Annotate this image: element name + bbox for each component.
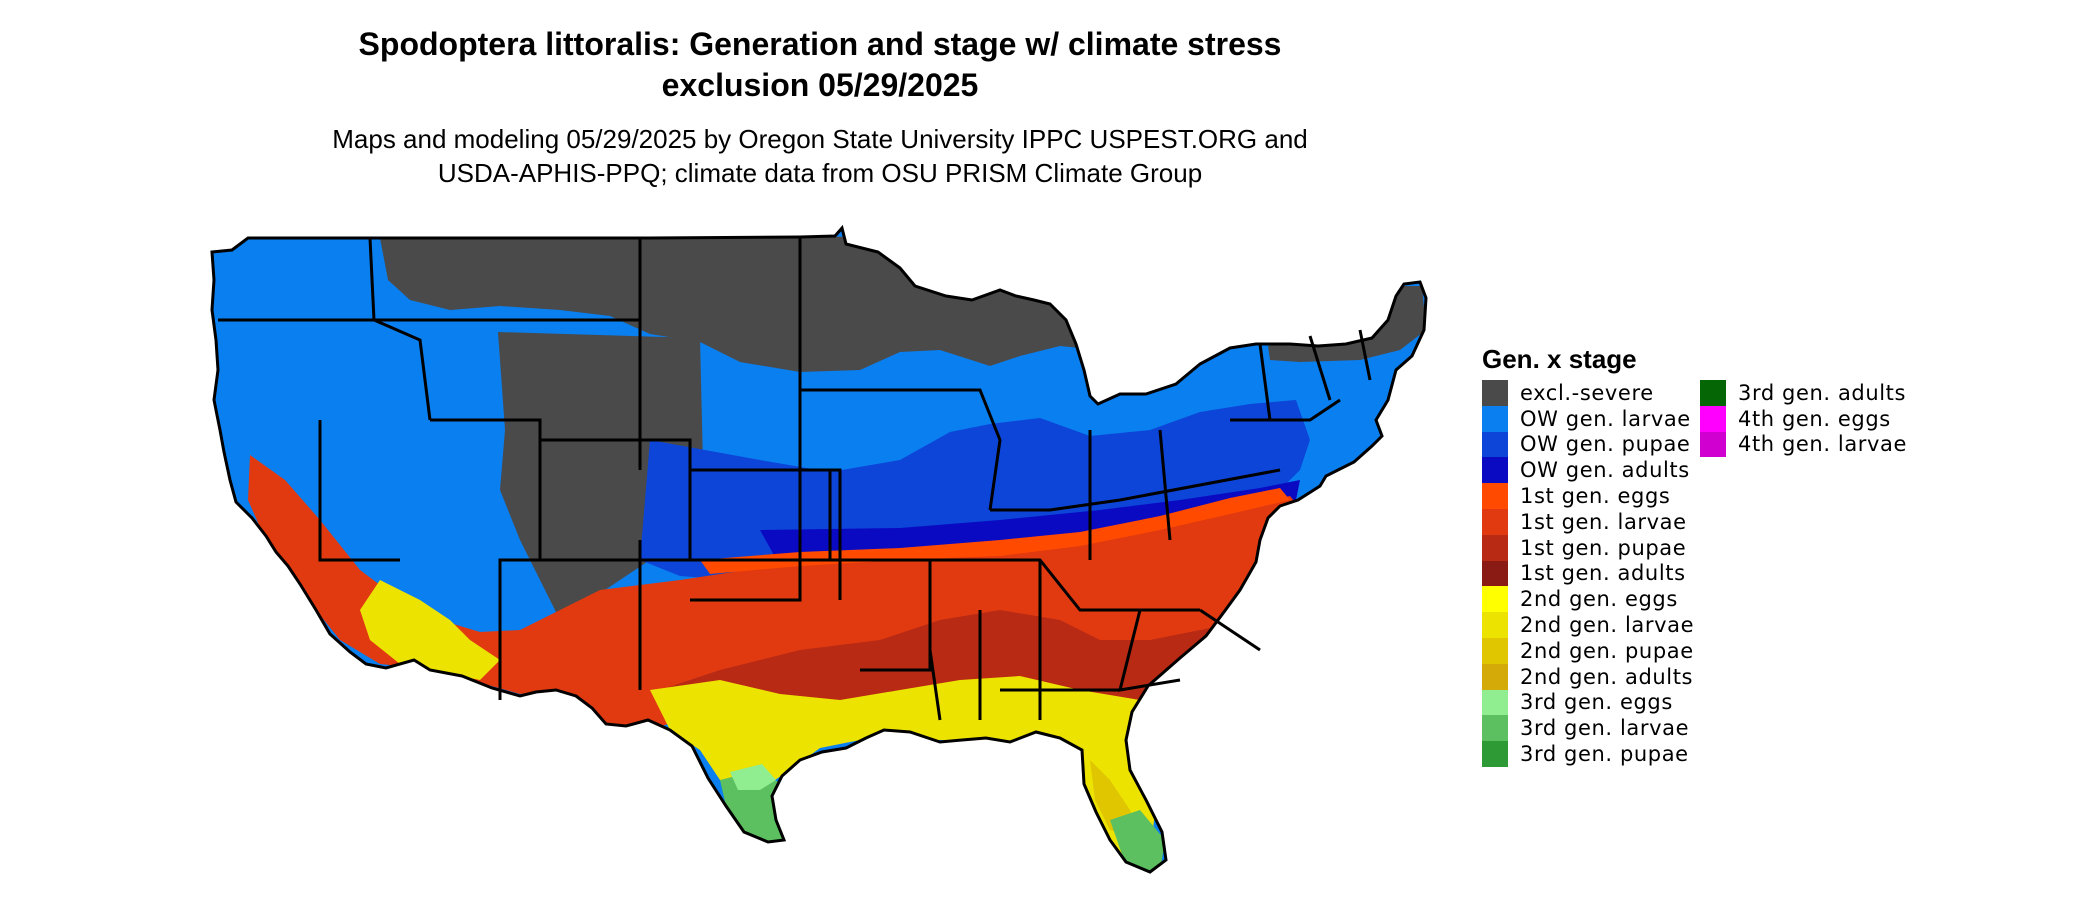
title-line-2: exclusion 05/29/2025: [661, 67, 979, 103]
legend-swatch: [1482, 663, 1508, 690]
legend-item: OW gen. larvae: [1482, 405, 1694, 432]
legend-title: Gen. x stage: [1482, 344, 1637, 374]
legend-label: 1st gen. eggs: [1520, 484, 1671, 509]
legend-swatch: [1482, 405, 1508, 432]
legend-item: OW gen. pupae: [1482, 431, 1694, 458]
legend-item: 2nd gen. adults: [1482, 663, 1694, 690]
legend-item: 2nd gen. eggs: [1482, 586, 1694, 613]
legend-item: 4th gen. eggs: [1700, 405, 1907, 432]
legend-label: 3rd gen. adults: [1738, 380, 1907, 405]
legend-label: OW gen. pupae: [1520, 432, 1691, 457]
region-ow-adults: [760, 480, 1300, 566]
legend-item: excl.-severe: [1482, 380, 1694, 406]
region-4th-gen-eggs: [1124, 872, 1138, 876]
legend-item: OW gen. adults: [1482, 457, 1694, 484]
legend-label: 3rd gen. eggs: [1520, 690, 1673, 715]
legend-swatch: [1482, 380, 1508, 406]
region-3rd-gen-eggs: [730, 764, 776, 790]
region-1st-gen-pupae: [660, 600, 1280, 722]
us-stage-map: [210, 226, 1428, 876]
title-line-1: Spodoptera littoralis: Generation and st…: [358, 26, 1282, 62]
legend-swatch: [1482, 508, 1508, 535]
legend-item: 3rd gen. pupae: [1482, 741, 1694, 767]
legend-swatch: [1482, 431, 1508, 458]
legend-label: 1st gen. pupae: [1520, 535, 1687, 560]
legend-swatch: [1700, 405, 1726, 432]
legend-item: 1st gen. larvae: [1482, 508, 1694, 535]
region-2nd-gen-larvae-west: [360, 580, 500, 680]
map-title: Spodoptera littoralis: Generation and st…: [0, 24, 1640, 106]
legend-item: 2nd gen. larvae: [1482, 612, 1694, 638]
legend-item: 2nd gen. pupae: [1482, 637, 1694, 664]
map-subtitle: Maps and modeling 05/29/2025 by Oregon S…: [0, 122, 1640, 190]
legend-label: 4th gen. larvae: [1738, 432, 1908, 457]
legend-item: 3rd gen. adults: [1700, 380, 1907, 406]
legend-label: 4th gen. eggs: [1738, 406, 1891, 431]
legend-label: 1st gen. larvae: [1520, 509, 1687, 534]
legend-swatch: [1482, 457, 1508, 484]
legend-swatch: [1482, 586, 1508, 613]
region-3rd-gen-larvae-texas: [720, 770, 790, 850]
region-2nd-gen-larvae: [650, 676, 1160, 860]
legend-label: 3rd gen. larvae: [1520, 716, 1690, 741]
legend-item: 3rd gen. larvae: [1482, 715, 1694, 742]
legend-label: 2nd gen. adults: [1520, 664, 1694, 689]
state-borders: [210, 226, 1428, 874]
legend-label: OW gen. larvae: [1520, 406, 1691, 431]
legend-column-2: 3rd gen. adults 4th gen. eggs 4th gen. lar…: [1700, 380, 1908, 458]
legend-label: 3rd gen. pupae: [1520, 742, 1689, 767]
legend-swatch: [1482, 741, 1508, 767]
legend-swatch: [1482, 560, 1508, 587]
legend-label: OW gen. adults: [1520, 458, 1690, 483]
legend-swatch: [1482, 715, 1508, 742]
legend-label: 1st gen. adults: [1520, 561, 1686, 586]
legend-swatch: [1482, 637, 1508, 664]
region-1st-gen-larvae-west: [248, 455, 600, 694]
legend-item: 1st gen. adults: [1482, 560, 1694, 587]
legend-swatch: [1482, 534, 1508, 561]
legend-swatch: [1700, 380, 1726, 406]
legend-item: 3rd gen. eggs: [1482, 689, 1694, 716]
legend-item: 4th gen. larvae: [1700, 431, 1908, 458]
legend-swatch: [1482, 483, 1508, 509]
legend-label: 2nd gen. pupae: [1520, 638, 1694, 663]
legend-swatch: [1482, 612, 1508, 638]
legend-item: 1st gen. pupae: [1482, 534, 1694, 561]
legend-label: 2nd gen. larvae: [1520, 613, 1695, 638]
legend-label: excl.-severe: [1520, 380, 1654, 405]
subtitle-line-2: USDA-APHIS-PPQ; climate data from OSU PR…: [437, 158, 1203, 188]
legend-column-1: excl.-severe OW gen. larvae OW gen. pupae O…: [1482, 380, 1694, 767]
subtitle-line-1: Maps and modeling 05/29/2025 by Oregon S…: [332, 124, 1308, 154]
region-1st-gen-eggs-front: [700, 488, 1290, 574]
legend-swatch: [1700, 431, 1726, 458]
legend-label: 2nd gen. eggs: [1520, 587, 1678, 612]
legend-swatch: [1482, 689, 1508, 716]
legend-item: 1st gen. eggs: [1482, 483, 1694, 509]
